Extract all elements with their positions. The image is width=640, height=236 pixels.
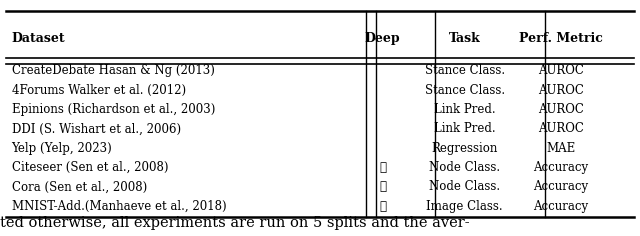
Text: MNIST-Add.(Manhaeve et al., 2018): MNIST-Add.(Manhaeve et al., 2018) (12, 200, 226, 213)
Text: CreateDebate Hasan & Ng (2013): CreateDebate Hasan & Ng (2013) (12, 64, 214, 77)
Text: AUROC: AUROC (538, 64, 584, 77)
Text: Regression: Regression (431, 142, 498, 155)
Text: Stance Class.: Stance Class. (424, 64, 505, 77)
Text: Task: Task (449, 32, 481, 46)
Text: 4Forums Walker et al. (2012): 4Forums Walker et al. (2012) (12, 84, 186, 97)
Text: Perf. Metric: Perf. Metric (518, 32, 603, 46)
Text: Dataset: Dataset (12, 32, 65, 46)
Text: AUROC: AUROC (538, 84, 584, 97)
Text: Image Class.: Image Class. (426, 200, 503, 213)
Text: Deep: Deep (365, 32, 401, 46)
Text: DDI (S. Wishart et al., 2006): DDI (S. Wishart et al., 2006) (12, 122, 180, 135)
Text: ✓: ✓ (380, 180, 386, 194)
Text: Cora (Sen et al., 2008): Cora (Sen et al., 2008) (12, 180, 147, 194)
Text: Epinions (Richardson et al., 2003): Epinions (Richardson et al., 2003) (12, 103, 215, 116)
Text: Citeseer (Sen et al., 2008): Citeseer (Sen et al., 2008) (12, 161, 168, 174)
Text: Link Pred.: Link Pred. (434, 103, 495, 116)
Text: ✓: ✓ (380, 161, 386, 174)
Text: AUROC: AUROC (538, 122, 584, 135)
Text: Accuracy: Accuracy (533, 200, 588, 213)
Text: Node Class.: Node Class. (429, 161, 500, 174)
Text: Node Class.: Node Class. (429, 180, 500, 194)
Text: Yelp (Yelp, 2023): Yelp (Yelp, 2023) (12, 142, 112, 155)
Text: Link Pred.: Link Pred. (434, 122, 495, 135)
Text: Stance Class.: Stance Class. (424, 84, 505, 97)
Text: ✓: ✓ (380, 200, 386, 213)
Text: MAE: MAE (546, 142, 575, 155)
Text: ted otherwise, all experiments are run on 5 splits and the aver-: ted otherwise, all experiments are run o… (0, 216, 470, 230)
Text: Accuracy: Accuracy (533, 180, 588, 194)
Text: AUROC: AUROC (538, 103, 584, 116)
Text: Accuracy: Accuracy (533, 161, 588, 174)
